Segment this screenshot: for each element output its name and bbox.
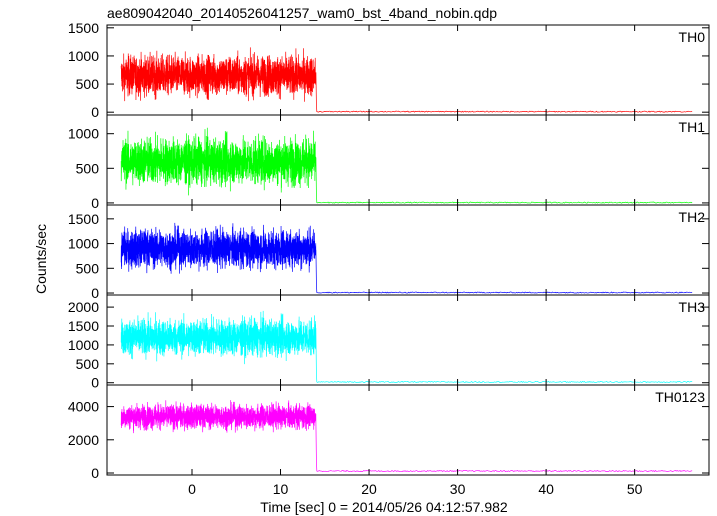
panel-th0: 0 500 1000 1500 TH0 <box>68 20 710 120</box>
series-line-th2 <box>120 222 693 294</box>
y-tick-label: 500 <box>76 160 100 176</box>
y-tick-label: 1000 <box>68 48 99 64</box>
panel-label: TH1 <box>679 119 706 135</box>
series-line-th0123 <box>120 400 693 472</box>
y-tick-label: 0 <box>91 465 99 481</box>
series-line-th3 <box>120 310 693 383</box>
panels: 0 500 1000 1500 TH0 0 500 1000 TH1 0 500 1000 1500 TH… <box>68 20 710 481</box>
panel-th1: 0 500 1000 TH1 <box>68 114 710 211</box>
x-tick-label: 30 <box>450 481 466 497</box>
panel-label: TH2 <box>679 209 706 225</box>
x-tick-label: 10 <box>273 481 289 497</box>
x-tick-labels: 0 10 20 30 40 50 <box>188 481 643 497</box>
x-axis-label: Time [sec] 0 = 2014/05/26 04:12:57.982 <box>260 499 508 515</box>
chart-title: ae809042040_20140526041257_wam0_bst_4ban… <box>107 5 497 21</box>
y-tick-label: 2000 <box>68 299 99 315</box>
x-tick-label: 40 <box>538 481 554 497</box>
y-tick-label: 0 <box>91 285 99 301</box>
y-tick-label: 1000 <box>68 236 99 252</box>
x-tick-label: 0 <box>188 481 196 497</box>
panel-th0123: 0 2000 4000 TH0123 <box>68 384 710 481</box>
x-tick-label: 50 <box>627 481 643 497</box>
x-tick-label: 20 <box>361 481 377 497</box>
series-line-th1 <box>120 127 693 204</box>
y-tick-label: 500 <box>76 76 100 92</box>
series-line-th0 <box>120 47 693 113</box>
panel-frame <box>106 384 710 476</box>
y-tick-label: 0 <box>91 375 99 391</box>
y-tick-label: 500 <box>76 260 100 276</box>
y-tick-label: 0 <box>91 195 99 211</box>
panel-label: TH0 <box>679 29 706 45</box>
y-tick-label: 1000 <box>68 126 99 142</box>
y-tick-label: 0 <box>91 104 99 120</box>
y-tick-label: 1500 <box>68 211 99 227</box>
y-tick-label: 1500 <box>68 20 99 36</box>
panel-label: TH3 <box>679 299 706 315</box>
y-tick-label: 2000 <box>68 432 99 448</box>
y-tick-label: 1500 <box>68 318 99 334</box>
y-tick-label: 4000 <box>68 399 99 415</box>
panel-th2: 0 500 1000 1500 TH2 <box>68 204 710 301</box>
y-tick-label: 1000 <box>68 337 99 353</box>
panel-label: TH0123 <box>655 389 705 405</box>
y-tick-label: 500 <box>76 356 100 372</box>
y-axis-label: Counts/sec <box>33 224 49 294</box>
panel-th3: 0 500 1000 1500 2000 TH3 <box>68 294 710 391</box>
